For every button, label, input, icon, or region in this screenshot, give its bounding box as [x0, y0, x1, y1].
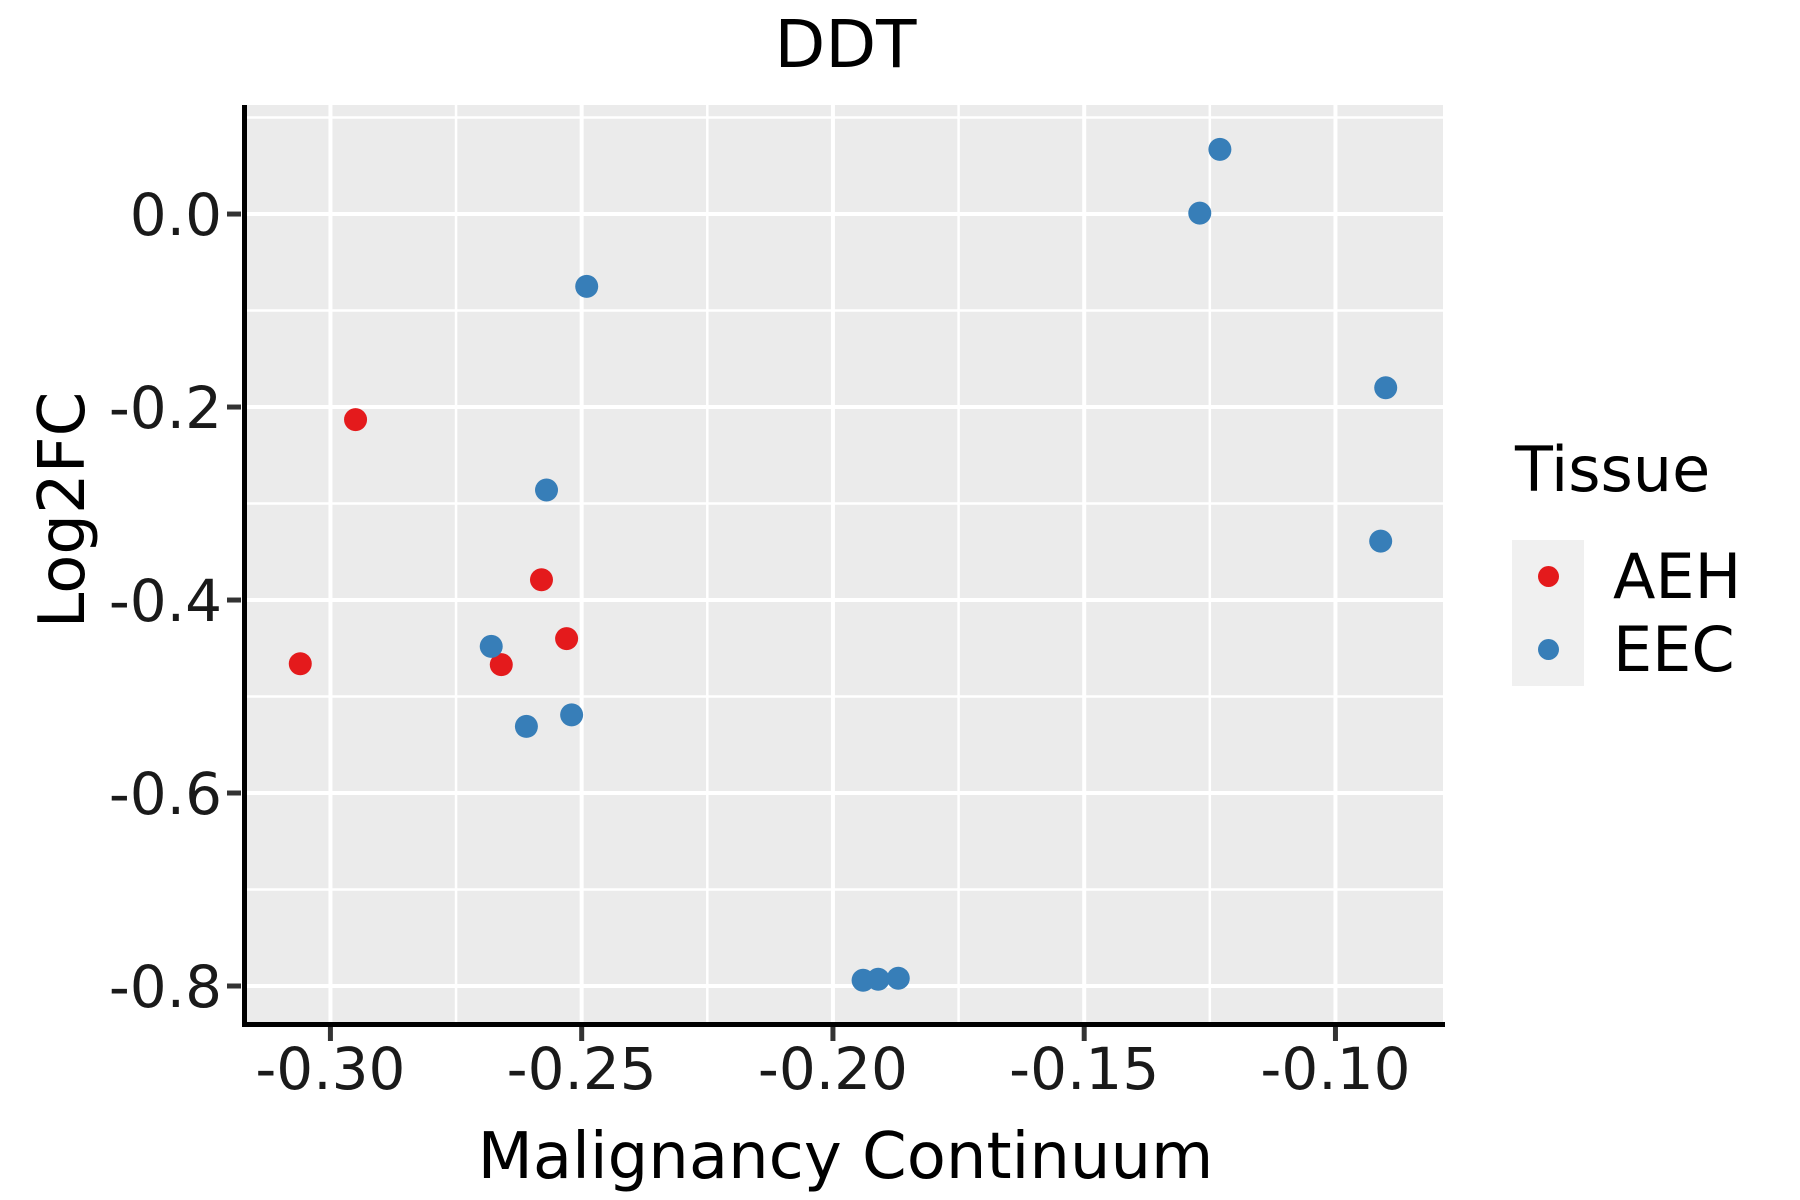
chart-title: DDT — [774, 6, 917, 83]
x-axis-title: Malignancy Continuum — [477, 1120, 1214, 1194]
legend-label-aeh: AEH — [1613, 540, 1742, 613]
data-point-eec — [866, 967, 890, 991]
data-point-aeh — [489, 653, 513, 677]
legend-key-box — [1512, 540, 1584, 613]
legend-key-box — [1512, 613, 1584, 686]
y-tick-label: -0.8 — [109, 953, 222, 1021]
legend-keys: AEH EEC — [1512, 540, 1800, 686]
legend-item-aeh: AEH — [1512, 540, 1800, 613]
data-point-aeh — [288, 652, 312, 676]
data-point-eec — [1188, 201, 1212, 225]
data-point-aeh — [529, 568, 553, 592]
data-point-eec — [1369, 529, 1393, 553]
x-tick-label: -0.10 — [1260, 1035, 1410, 1103]
data-point-eec — [1374, 376, 1398, 400]
x-tick-label: -0.25 — [507, 1035, 657, 1103]
plot-panel — [246, 105, 1443, 1022]
legend-item-eec: EEC — [1512, 613, 1800, 686]
legend-label-eec: EEC — [1613, 613, 1735, 686]
legend-title: Tissue — [1515, 433, 1711, 506]
data-point-eec — [575, 274, 599, 298]
data-point-aeh — [555, 627, 579, 651]
data-point-eec — [479, 634, 503, 658]
legend-swatch-eec-icon — [1538, 639, 1559, 660]
data-point-eec — [886, 966, 910, 990]
y-tick-label: -0.4 — [109, 567, 222, 635]
y-axis-line — [242, 105, 247, 1027]
x-tick-label: -0.20 — [758, 1035, 908, 1103]
data-point-eec — [535, 478, 559, 502]
x-tick-label: -0.15 — [1009, 1035, 1159, 1103]
y-tick-label: -0.2 — [109, 374, 222, 442]
y-axis-title: Log2FC — [26, 391, 100, 629]
x-axis-line — [242, 1022, 1445, 1027]
data-point-aeh — [344, 408, 368, 432]
x-tick-label: -0.30 — [255, 1035, 405, 1103]
y-tick-label: -0.6 — [109, 760, 222, 828]
data-point-eec — [560, 703, 584, 727]
legend-swatch-aeh-icon — [1538, 566, 1559, 587]
data-point-eec — [514, 714, 538, 738]
data-point-eec — [1208, 137, 1232, 161]
y-tick-label: 0.0 — [130, 181, 222, 249]
